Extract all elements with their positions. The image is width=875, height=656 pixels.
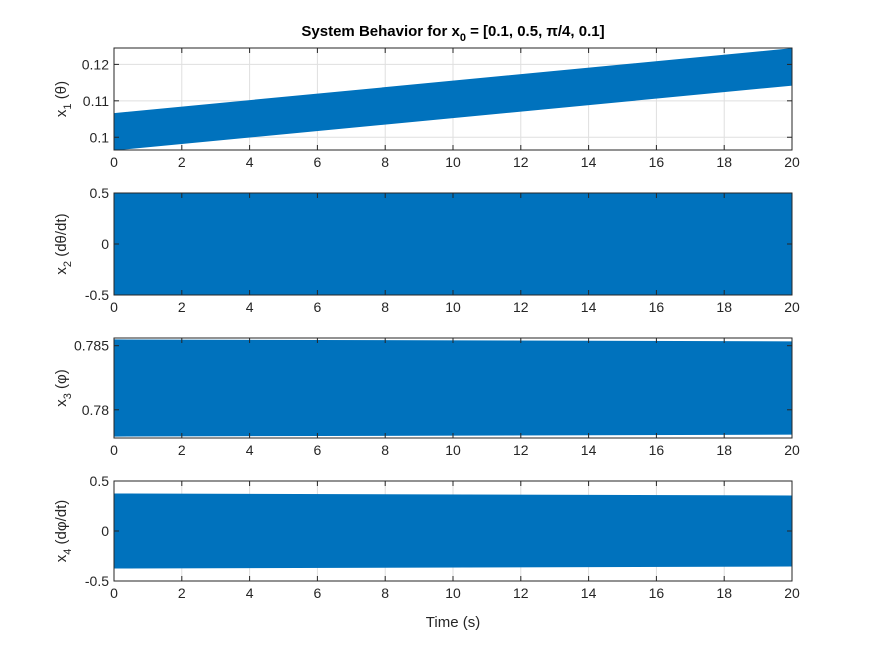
y-axis-label-3: x3 (φ) — [53, 369, 74, 407]
x-tick-label: 10 — [445, 585, 461, 601]
y-axis-label-var: x — [53, 109, 70, 117]
x-tick-label: 14 — [581, 299, 597, 315]
x-tick-label: 2 — [178, 299, 186, 315]
x-tick-label: 16 — [649, 442, 665, 458]
data-series-band-4 — [113, 493, 793, 569]
y-tick-label: 0 — [101, 236, 109, 252]
x-tick-label: 14 — [581, 154, 597, 170]
x-tick-label: 4 — [246, 154, 254, 170]
x-tick-label: 0 — [110, 154, 118, 170]
x-tick-label: 16 — [649, 585, 665, 601]
x-tick-label: 16 — [649, 154, 665, 170]
x-tick-label: 0 — [110, 442, 118, 458]
y-axis-label-sub: 4 — [62, 549, 74, 555]
y-axis-label-2: x2 (dθ/dt) — [53, 213, 74, 274]
data-series-band-2 — [113, 192, 793, 296]
x-tick-label: 6 — [314, 154, 322, 170]
y-axis-label-rest: (φ) — [53, 369, 70, 393]
y-tick-label: 0.11 — [83, 93, 109, 109]
x-tick-label: 8 — [381, 299, 389, 315]
x-tick-label: 20 — [784, 154, 800, 170]
x-tick-label: 4 — [246, 299, 254, 315]
x-tick-label: 12 — [513, 442, 529, 458]
y-axis-label-rest: (dφ/dt) — [53, 500, 70, 549]
x-tick-label: 4 — [246, 585, 254, 601]
subplot-2: 0 2 4 6 8 10 12 14 16 18 20-0.500.5x2 (dθ/dt) — [53, 185, 800, 315]
y-tick-label: 0.5 — [90, 473, 110, 489]
x-tick-label: 18 — [716, 585, 732, 601]
x-tick-label: 18 — [716, 442, 732, 458]
subplot-4: 0 2 4 6 8 10 12 14 16 18 20-0.500.5x4 (dφ/dt) — [53, 473, 800, 601]
subplot-1: 0 2 4 6 8 10 12 14 16 18 20 0.1 0.11 0.12 x1 (θ) — [53, 47, 800, 170]
y-tick-label: 0.78 — [82, 402, 109, 418]
x-tick-label: 16 — [649, 299, 665, 315]
y-axis-label-rest: (θ) — [53, 81, 70, 104]
y-tick-label: 0.1 — [90, 129, 110, 145]
chart-title-suffix: = [0.1, 0.5, π/4, 0.1] — [466, 23, 605, 40]
y-axis-label-var: x — [53, 399, 70, 407]
x-tick-label: 18 — [716, 299, 732, 315]
y-tick-label: -0.5 — [85, 287, 109, 303]
chart-title-subscript: 0 — [460, 32, 466, 44]
chart-title: System Behavior for x0 = [0.1, 0.5, π/4,… — [301, 23, 604, 44]
x-tick-label: 20 — [784, 299, 800, 315]
x-tick-label: 4 — [246, 442, 254, 458]
x-tick-label: 20 — [784, 585, 800, 601]
y-axis-label-var: x — [53, 267, 70, 275]
x-tick-label: 12 — [513, 154, 529, 170]
y-tick-label: 0.12 — [82, 56, 109, 72]
chart-title-prefix: System Behavior for x — [301, 23, 460, 40]
x-tick-label: 14 — [581, 585, 597, 601]
x-tick-label: 8 — [381, 442, 389, 458]
x-tick-label: 2 — [178, 585, 186, 601]
x-tick-label: 14 — [581, 442, 597, 458]
x-tick-label: 6 — [314, 299, 322, 315]
y-axis-label-sub: 1 — [62, 103, 74, 109]
x-tick-label: 8 — [381, 585, 389, 601]
x-tick-label: 18 — [716, 154, 732, 170]
y-axis-label-rest: (dθ/dt) — [53, 213, 70, 261]
x-tick-label: 2 — [178, 442, 186, 458]
x-tick-label: 20 — [784, 442, 800, 458]
x-tick-label: 8 — [381, 154, 389, 170]
y-tick-label: -0.5 — [85, 573, 109, 589]
data-series-band-3 — [113, 339, 793, 437]
x-tick-label: 12 — [513, 585, 529, 601]
x-tick-label: 10 — [445, 442, 461, 458]
y-axis-label-1: x1 (θ) — [53, 81, 74, 117]
y-axis-label-4: x4 (dφ/dt) — [53, 500, 74, 563]
y-tick-label: 0.5 — [90, 185, 110, 201]
x-axis-label: Time (s) — [426, 614, 480, 631]
y-tick-label: 0 — [101, 523, 109, 539]
x-tick-label: 0 — [110, 299, 118, 315]
y-axis-label-sub: 3 — [62, 393, 74, 399]
x-tick-label: 0 — [110, 585, 118, 601]
x-tick-label: 6 — [314, 442, 322, 458]
y-axis-label-sub: 2 — [62, 261, 74, 267]
x-tick-label: 6 — [314, 585, 322, 601]
x-tick-label: 10 — [445, 154, 461, 170]
x-tick-label: 10 — [445, 299, 461, 315]
x-tick-label: 12 — [513, 299, 529, 315]
y-axis-label-var: x — [53, 554, 70, 562]
x-tick-label: 2 — [178, 154, 186, 170]
y-tick-label: 0.785 — [74, 338, 109, 354]
